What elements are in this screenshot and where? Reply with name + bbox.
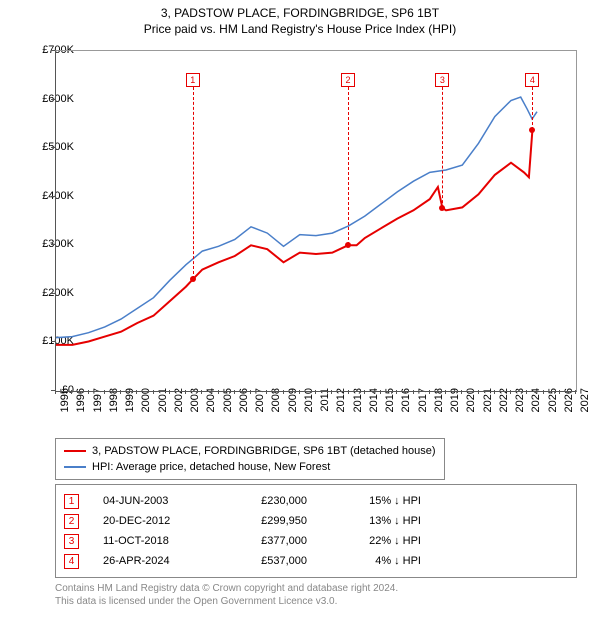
x-tick-label: 2012 bbox=[335, 388, 347, 428]
event-row: 4 26-APR-2024 £537,000 4%↓HPI bbox=[64, 551, 568, 571]
x-tick-label: 2017 bbox=[417, 388, 429, 428]
event-dot bbox=[529, 127, 535, 133]
x-tick-label: 2006 bbox=[238, 388, 250, 428]
legend: 3, PADSTOW PLACE, FORDINGBRIDGE, SP6 1BT… bbox=[55, 438, 445, 480]
x-tick-label: 1998 bbox=[108, 388, 120, 428]
event-marker-box: 3 bbox=[64, 534, 79, 549]
event-diff: 22%↓HPI bbox=[331, 535, 421, 547]
line-series bbox=[56, 51, 576, 391]
legend-label: HPI: Average price, detached house, New … bbox=[92, 461, 330, 473]
x-tick-label: 2026 bbox=[563, 388, 575, 428]
event-dashed-line bbox=[532, 87, 533, 130]
x-tick-label: 2000 bbox=[140, 388, 152, 428]
legend-label: 3, PADSTOW PLACE, FORDINGBRIDGE, SP6 1BT… bbox=[92, 445, 436, 457]
event-marker-box: 1 bbox=[186, 73, 200, 87]
legend-swatch bbox=[64, 466, 86, 468]
plot-area: 1 2 3 4 bbox=[55, 50, 577, 392]
legend-item: HPI: Average price, detached house, New … bbox=[64, 459, 436, 475]
event-dot bbox=[439, 205, 445, 211]
x-tick-label: 2013 bbox=[352, 388, 364, 428]
event-row: 1 04-JUN-2003 £230,000 15%↓HPI bbox=[64, 491, 568, 511]
event-row: 3 11-OCT-2018 £377,000 22%↓HPI bbox=[64, 531, 568, 551]
event-marker-box: 3 bbox=[435, 73, 449, 87]
event-price: £299,950 bbox=[227, 515, 307, 527]
x-tick-label: 2021 bbox=[482, 388, 494, 428]
x-tick-label: 2015 bbox=[384, 388, 396, 428]
event-dashed-line bbox=[193, 87, 194, 279]
event-price: £230,000 bbox=[227, 495, 307, 507]
footer-line-2: This data is licensed under the Open Gov… bbox=[55, 595, 398, 608]
x-tick-label: 2011 bbox=[319, 388, 331, 428]
event-dashed-line bbox=[348, 87, 349, 245]
x-tick-label: 2023 bbox=[514, 388, 526, 428]
event-marker-box: 2 bbox=[341, 73, 355, 87]
x-tick-label: 2004 bbox=[205, 388, 217, 428]
event-marker-box: 4 bbox=[64, 554, 79, 569]
x-tick-label: 2001 bbox=[157, 388, 169, 428]
event-diff: 13%↓HPI bbox=[331, 515, 421, 527]
x-tick-label: 2003 bbox=[189, 388, 201, 428]
x-tick-label: 2014 bbox=[368, 388, 380, 428]
x-tick-label: 2008 bbox=[270, 388, 282, 428]
x-tick-label: 2020 bbox=[465, 388, 477, 428]
footer-line-1: Contains HM Land Registry data © Crown c… bbox=[55, 582, 398, 595]
event-row: 2 20-DEC-2012 £299,950 13%↓HPI bbox=[64, 511, 568, 531]
x-tick-label: 2025 bbox=[547, 388, 559, 428]
x-tick-label: 2018 bbox=[433, 388, 445, 428]
event-dot bbox=[345, 242, 351, 248]
arrow-down-icon: ↓ bbox=[394, 495, 400, 507]
legend-swatch bbox=[64, 450, 86, 452]
x-tick-label: 2002 bbox=[173, 388, 185, 428]
x-tick-label: 2005 bbox=[222, 388, 234, 428]
event-diff: 15%↓HPI bbox=[331, 495, 421, 507]
event-marker-box: 2 bbox=[64, 514, 79, 529]
event-date: 11-OCT-2018 bbox=[103, 535, 203, 547]
event-marker-box: 1 bbox=[64, 494, 79, 509]
x-tick-label: 2016 bbox=[400, 388, 412, 428]
chart-title: 3, PADSTOW PLACE, FORDINGBRIDGE, SP6 1BT bbox=[0, 0, 600, 20]
x-tick-label: 2022 bbox=[498, 388, 510, 428]
x-tick-label: 1997 bbox=[92, 388, 104, 428]
x-tick-label: 2024 bbox=[530, 388, 542, 428]
x-tick-label: 2007 bbox=[254, 388, 266, 428]
footer-attribution: Contains HM Land Registry data © Crown c… bbox=[55, 582, 398, 608]
x-tick-label: 2019 bbox=[449, 388, 461, 428]
arrow-down-icon: ↓ bbox=[394, 515, 400, 527]
event-dashed-line bbox=[442, 87, 443, 208]
x-tick-label: 1999 bbox=[124, 388, 136, 428]
event-date: 04-JUN-2003 bbox=[103, 495, 203, 507]
event-diff: 4%↓HPI bbox=[331, 555, 421, 567]
chart-subtitle: Price paid vs. HM Land Registry's House … bbox=[0, 20, 600, 40]
x-tick-label: 2009 bbox=[287, 388, 299, 428]
x-tick-label: 2027 bbox=[579, 388, 591, 428]
series-line bbox=[56, 130, 532, 345]
arrow-down-icon: ↓ bbox=[394, 535, 400, 547]
x-tick-label: 1995 bbox=[59, 388, 71, 428]
event-marker-box: 4 bbox=[525, 73, 539, 87]
event-price: £537,000 bbox=[227, 555, 307, 567]
series-line bbox=[56, 97, 537, 338]
event-dot bbox=[190, 276, 196, 282]
event-price: £377,000 bbox=[227, 535, 307, 547]
legend-item: 3, PADSTOW PLACE, FORDINGBRIDGE, SP6 1BT… bbox=[64, 443, 436, 459]
x-tick-label: 2010 bbox=[303, 388, 315, 428]
events-table: 1 04-JUN-2003 £230,000 15%↓HPI 2 20-DEC-2012 £… bbox=[55, 484, 577, 578]
event-date: 20-DEC-2012 bbox=[103, 515, 203, 527]
event-date: 26-APR-2024 bbox=[103, 555, 203, 567]
arrow-down-icon: ↓ bbox=[394, 555, 400, 567]
x-tick-label: 1996 bbox=[75, 388, 87, 428]
chart-container: 3, PADSTOW PLACE, FORDINGBRIDGE, SP6 1BT… bbox=[0, 0, 600, 620]
